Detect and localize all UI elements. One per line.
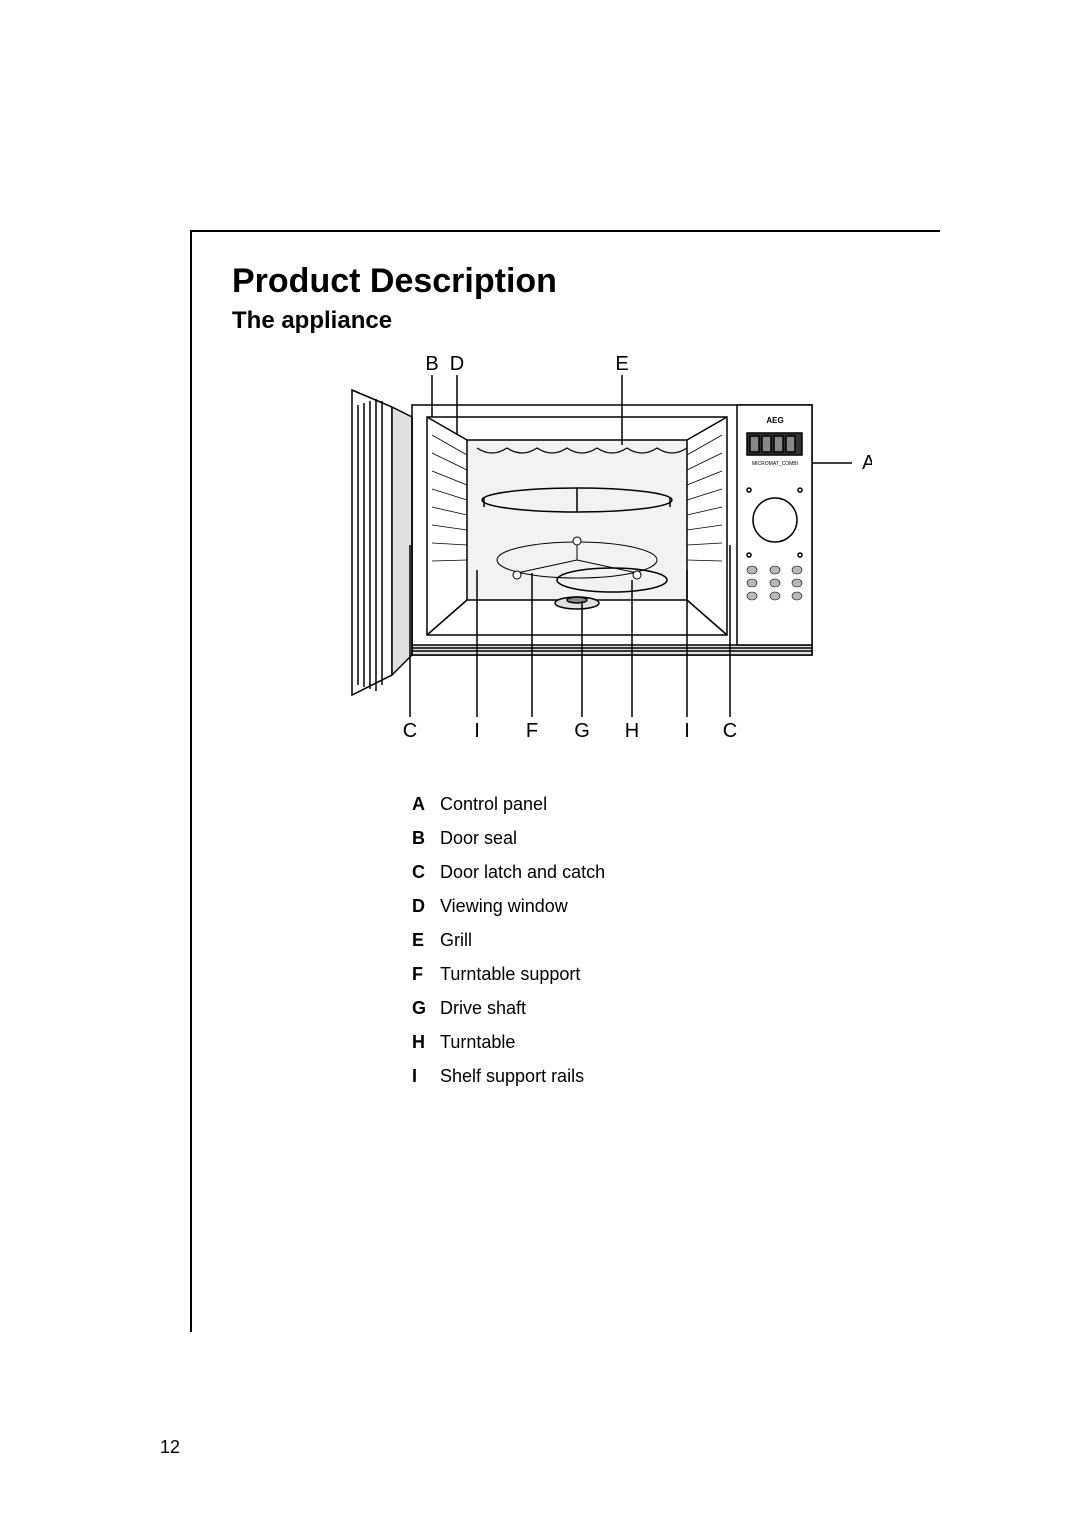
legend-key: H: [412, 1033, 440, 1051]
legend-key: I: [412, 1067, 440, 1085]
legend-key: E: [412, 931, 440, 949]
diagram-label-d: D: [450, 353, 464, 375]
legend-text: Drive shaft: [440, 999, 940, 1017]
legend-row: A Control panel: [412, 795, 940, 813]
page-number: 12: [160, 1437, 180, 1458]
page-subtitle: The appliance: [232, 307, 940, 335]
diagram-label-c1: C: [403, 720, 417, 742]
legend-key: C: [412, 863, 440, 881]
legend: A Control panel B Door seal C Door latch…: [412, 795, 940, 1085]
diagram-label-i2: I: [684, 720, 690, 742]
legend-row: E Grill: [412, 931, 940, 949]
legend-text: Grill: [440, 931, 940, 949]
legend-text: Door seal: [440, 829, 940, 847]
appliance-diagram: AEG MICROMAT_COMBI: [292, 345, 940, 745]
legend-row: I Shelf support rails: [412, 1067, 940, 1085]
legend-row: B Door seal: [412, 829, 940, 847]
legend-row: C Door latch and catch: [412, 863, 940, 881]
legend-key: F: [412, 965, 440, 983]
content-frame: Product Description The appliance AEG: [190, 230, 940, 1332]
legend-text: Control panel: [440, 795, 940, 813]
legend-text: Turntable support: [440, 965, 940, 983]
legend-text: Shelf support rails: [440, 1067, 940, 1085]
diagram-label-h: H: [625, 720, 639, 742]
page-title: Product Description: [232, 262, 940, 301]
diagram-label-g: G: [574, 720, 590, 742]
legend-text: Turntable: [440, 1033, 940, 1051]
appliance-svg: AEG MICROMAT_COMBI: [292, 345, 872, 745]
diagram-label-b: B: [425, 353, 438, 375]
legend-row: D Viewing window: [412, 897, 940, 915]
legend-key: G: [412, 999, 440, 1017]
brand-text: AEG: [766, 416, 783, 425]
diagram-label-e: E: [615, 353, 628, 375]
legend-key: A: [412, 795, 440, 813]
legend-key: D: [412, 897, 440, 915]
legend-text: Door latch and catch: [440, 863, 940, 881]
diagram-label-c2: C: [723, 720, 737, 742]
legend-row: F Turntable support: [412, 965, 940, 983]
legend-text: Viewing window: [440, 897, 940, 915]
diagram-label-i1: I: [474, 720, 480, 742]
legend-key: B: [412, 829, 440, 847]
diagram-label-f: F: [526, 720, 538, 742]
page: Product Description The appliance AEG: [0, 0, 1080, 1528]
panel-sub-text: MICROMAT_COMBI: [752, 461, 798, 467]
diagram-label-a: A: [862, 452, 872, 474]
legend-row: G Drive shaft: [412, 999, 940, 1017]
legend-row: H Turntable: [412, 1033, 940, 1051]
